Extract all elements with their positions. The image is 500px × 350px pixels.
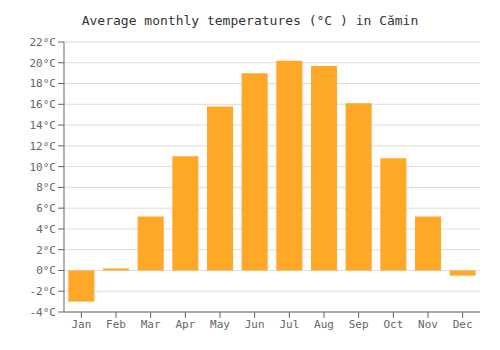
svg-text:14°C: 14°C — [30, 119, 57, 132]
svg-text:Aug: Aug — [314, 318, 334, 331]
svg-text:Oct: Oct — [383, 318, 403, 331]
svg-text:Jan: Jan — [71, 318, 91, 331]
svg-text:-2°C: -2°C — [30, 285, 57, 298]
svg-text:Apr: Apr — [175, 318, 195, 331]
svg-text:22°C: 22°C — [30, 36, 57, 49]
svg-text:Feb: Feb — [106, 318, 126, 331]
html-text:Average monthly temperatures (: Average monthly temperatures (°C ) in Că… — [81, 13, 419, 28]
svg-text:6°C: 6°C — [36, 202, 56, 215]
svg-text:16°C: 16°C — [30, 98, 57, 111]
svg-text:18°C: 18°C — [30, 77, 57, 90]
svg-text:4°C: 4°C — [36, 223, 56, 236]
svg-text:May: May — [210, 318, 230, 331]
svg-text:Jul: Jul — [279, 318, 299, 331]
svg-text:-4°C: -4°C — [30, 306, 57, 319]
svg-text:Mar: Mar — [141, 318, 161, 331]
svg-text:10°C: 10°C — [30, 161, 57, 174]
svg-text:Jun: Jun — [245, 318, 265, 331]
svg-text:8°C: 8°C — [36, 181, 56, 194]
svg-text:Sep: Sep — [349, 318, 369, 331]
svg-text:Dec: Dec — [453, 318, 473, 331]
svg-text:20°C: 20°C — [30, 57, 57, 70]
svg-text:2°C: 2°C — [36, 244, 56, 257]
svg-text:12°C: 12°C — [30, 140, 57, 153]
svg-text:0°C: 0°C — [36, 264, 56, 277]
svg-text:Nov: Nov — [418, 318, 438, 331]
